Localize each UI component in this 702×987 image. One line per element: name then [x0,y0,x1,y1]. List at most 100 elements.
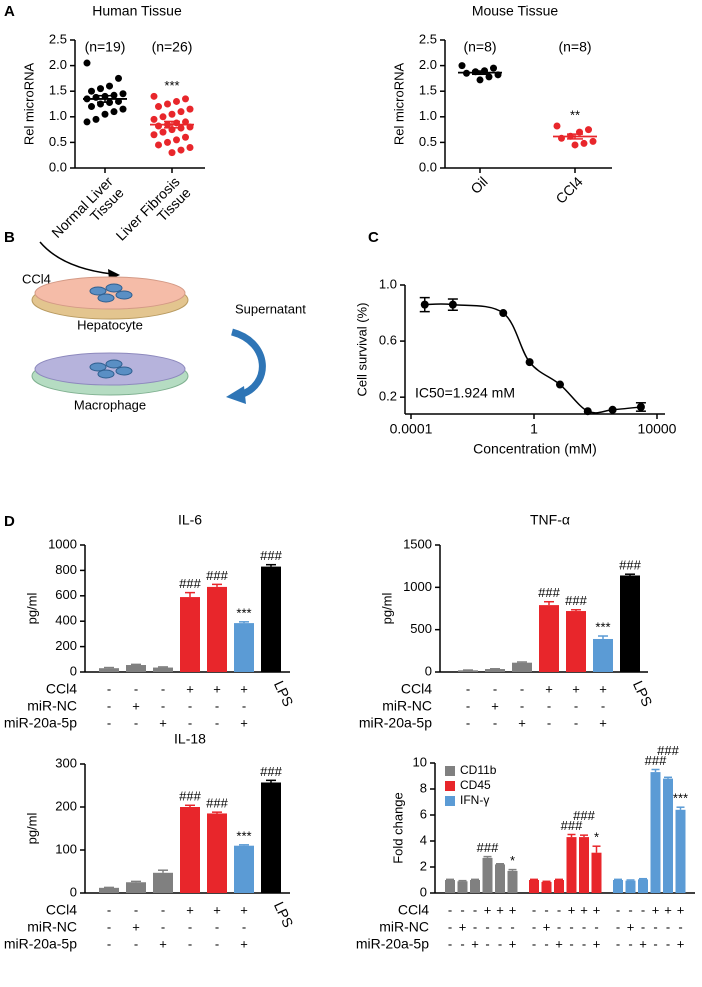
significance: * [510,853,515,868]
bar [445,880,455,893]
condition-sign: + [545,681,553,696]
bar [153,872,173,893]
bar [261,782,281,893]
bar [512,662,532,672]
condition-sign: - [544,936,548,951]
bar [675,809,686,893]
condition-sign: - [161,902,165,917]
legend-label: IFN-γ [460,793,489,807]
condition-sign: - [466,698,470,713]
condition-sign: - [493,715,497,730]
condition-sign: - [466,715,470,730]
condition-sign: - [107,681,111,696]
condition-sign: - [547,698,551,713]
point [571,141,579,149]
condition-sign: + [677,902,685,917]
bar [593,638,613,672]
condition-sign: - [134,681,138,696]
condition-sign: - [107,698,111,713]
point [164,100,171,108]
legend-swatch [445,781,455,791]
condition-sign: + [652,902,660,917]
condition-sign: + [186,902,194,917]
condition-sign: - [569,919,573,934]
point [92,115,100,123]
condition-sign: - [653,919,657,934]
condition-sign: + [496,902,504,917]
condition-sign: - [107,715,111,730]
condition-sign: - [161,681,165,696]
significance: ### [477,840,499,855]
point [525,358,534,367]
condition-sign: + [555,936,563,951]
condition-sign: - [532,919,536,934]
point [83,118,91,126]
y-tick-label: 2 [420,858,427,873]
condition-sign: + [568,902,576,917]
point [88,87,95,95]
point [173,136,180,144]
point [186,105,194,113]
point [110,91,118,99]
significance: *** [595,619,610,634]
cells [89,359,133,379]
condition-sign: - [188,698,192,713]
y-tick-label: 300 [55,755,77,770]
bar [566,837,577,893]
arrow-head [226,386,246,404]
condition-sign: + [627,919,635,934]
dish-label: Macrophage [74,397,146,412]
bar [529,880,539,893]
point [177,124,185,132]
point [97,85,104,93]
condition-sign: - [601,698,605,713]
significance: * [594,830,599,845]
condition-sign: - [485,936,489,951]
condition-sign: - [188,919,192,934]
point [173,97,180,105]
condition-sign: - [485,919,489,934]
condition-sign: - [448,919,452,934]
point [119,90,127,98]
bar [539,605,559,672]
point [155,103,162,111]
condition-sign: - [547,715,551,730]
condition-sign: + [599,715,607,730]
chart-title: IL-6 [178,512,202,528]
bar [99,887,119,893]
condition-sign: - [532,936,536,951]
bar [126,665,146,672]
dish-label: Hepatocyte [77,317,143,332]
significance: ### [260,548,282,563]
point [182,95,189,103]
condition-sign: - [473,919,477,934]
y-tick-label: 0 [420,884,427,899]
y-axis-label: Rel microRNA [21,63,36,146]
bar [261,566,281,672]
bar [458,670,478,672]
condition-sign: - [666,936,670,951]
condition-sign: - [215,698,219,713]
point [585,126,592,134]
dish-top [34,352,186,386]
y-tick-label: 0.0 [419,159,437,174]
point [580,139,588,147]
legend-label: CD45 [460,778,491,792]
y-axis-label: Rel microRNA [391,63,406,146]
y-tick-label: 200 [55,798,77,813]
panel-label: A [4,3,15,20]
stimulus-arrow [39,241,113,275]
condition-sign: + [518,715,526,730]
point [150,131,158,139]
condition-sign: - [215,919,219,934]
significance: ### [260,764,282,779]
condition-sign: + [580,902,588,917]
bar [663,778,673,893]
y-tick-label: 6 [420,806,427,821]
condition-name: CCl4 [401,681,432,697]
panel-labels: A B C D [4,3,379,530]
bar [638,879,648,893]
chart-title: TNF-α [530,512,570,528]
condition-name: miR-NC [382,698,432,714]
